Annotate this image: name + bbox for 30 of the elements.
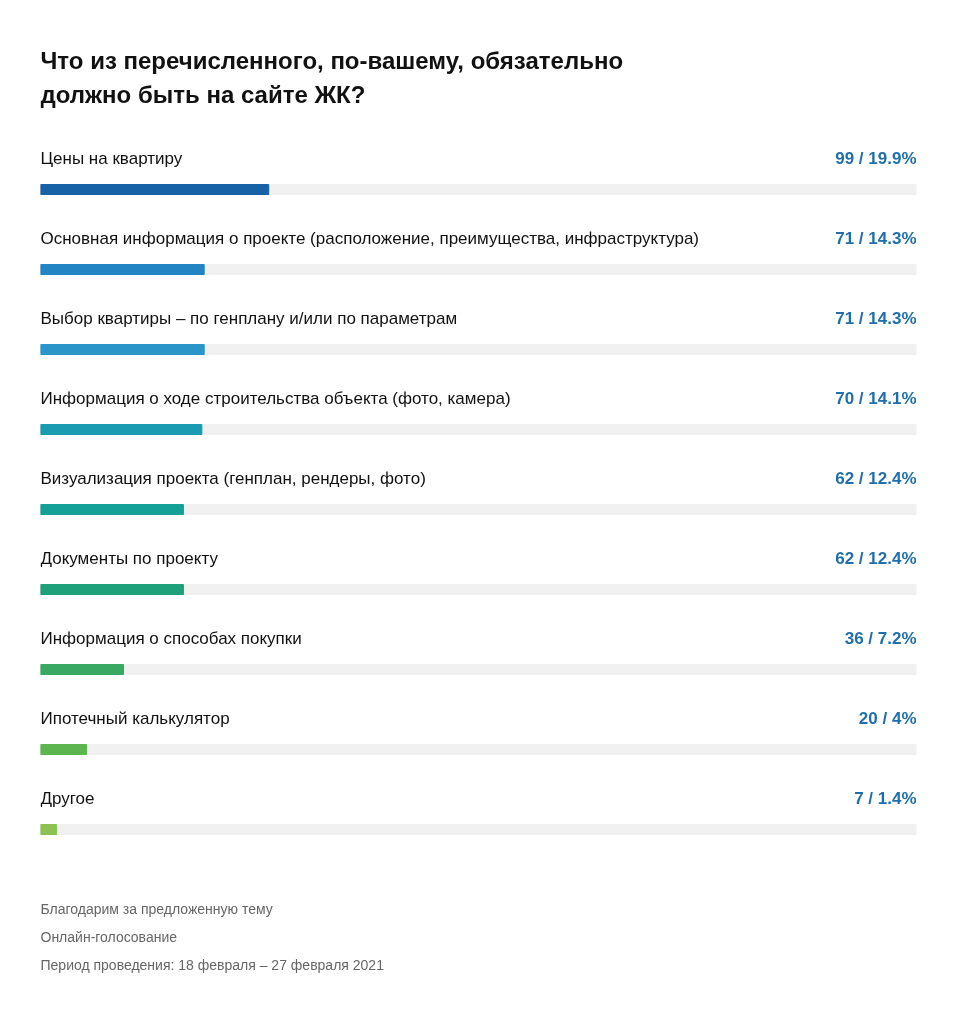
data-label: 62 / 12.4% [835, 549, 917, 568]
bar [40, 584, 184, 595]
data-label: 62 / 12.4% [835, 469, 917, 488]
chart-title: Что из перечисленного, по-вашему, обязательно должно быть на сайте ЖК? [40, 47, 624, 108]
bar [40, 504, 184, 515]
data-label: 71 / 14.3% [835, 229, 917, 248]
bar [40, 824, 58, 835]
text: Онлайн-голосование [40, 928, 178, 945]
data-label: 70 / 14.1% [835, 389, 917, 408]
y-tick-label: Выбор квартиры – по генплану и/или по параметрам [40, 309, 458, 328]
y-tick-label: Ипотечный калькулятор [40, 709, 230, 728]
data-label: 99 / 19.9% [835, 149, 917, 168]
bar [40, 744, 88, 755]
bar [40, 264, 205, 275]
y-tick-label: Другое [40, 789, 95, 808]
y-tick-label: Основная информация о проекте (расположение, преимущества, инфраструктура) [40, 229, 700, 248]
y-tick-label: Информация о способах покупки [40, 629, 302, 648]
text: Благодарим за предложенную тему [40, 900, 273, 917]
data-label: 71 / 14.3% [835, 309, 917, 328]
y-tick-label: Информация о ходе строительства объекта (фото, камера) [40, 389, 511, 408]
data-label: 7 / 1.4% [854, 789, 917, 808]
text: Период проведения: 18 февраля – 27 февраля 2021 [40, 956, 385, 973]
bar [40, 424, 203, 435]
y-tick-label: Документы по проекту [40, 549, 219, 568]
y-tick-label: Цены на квартиру [40, 149, 183, 168]
data-label: 20 / 4% [858, 709, 917, 728]
y-tick-label: Визуализация проекта (генплан, рендеры, фото) [40, 469, 426, 488]
bar [40, 344, 205, 355]
data-label: 36 / 7.2% [844, 629, 917, 648]
bar [40, 664, 124, 675]
